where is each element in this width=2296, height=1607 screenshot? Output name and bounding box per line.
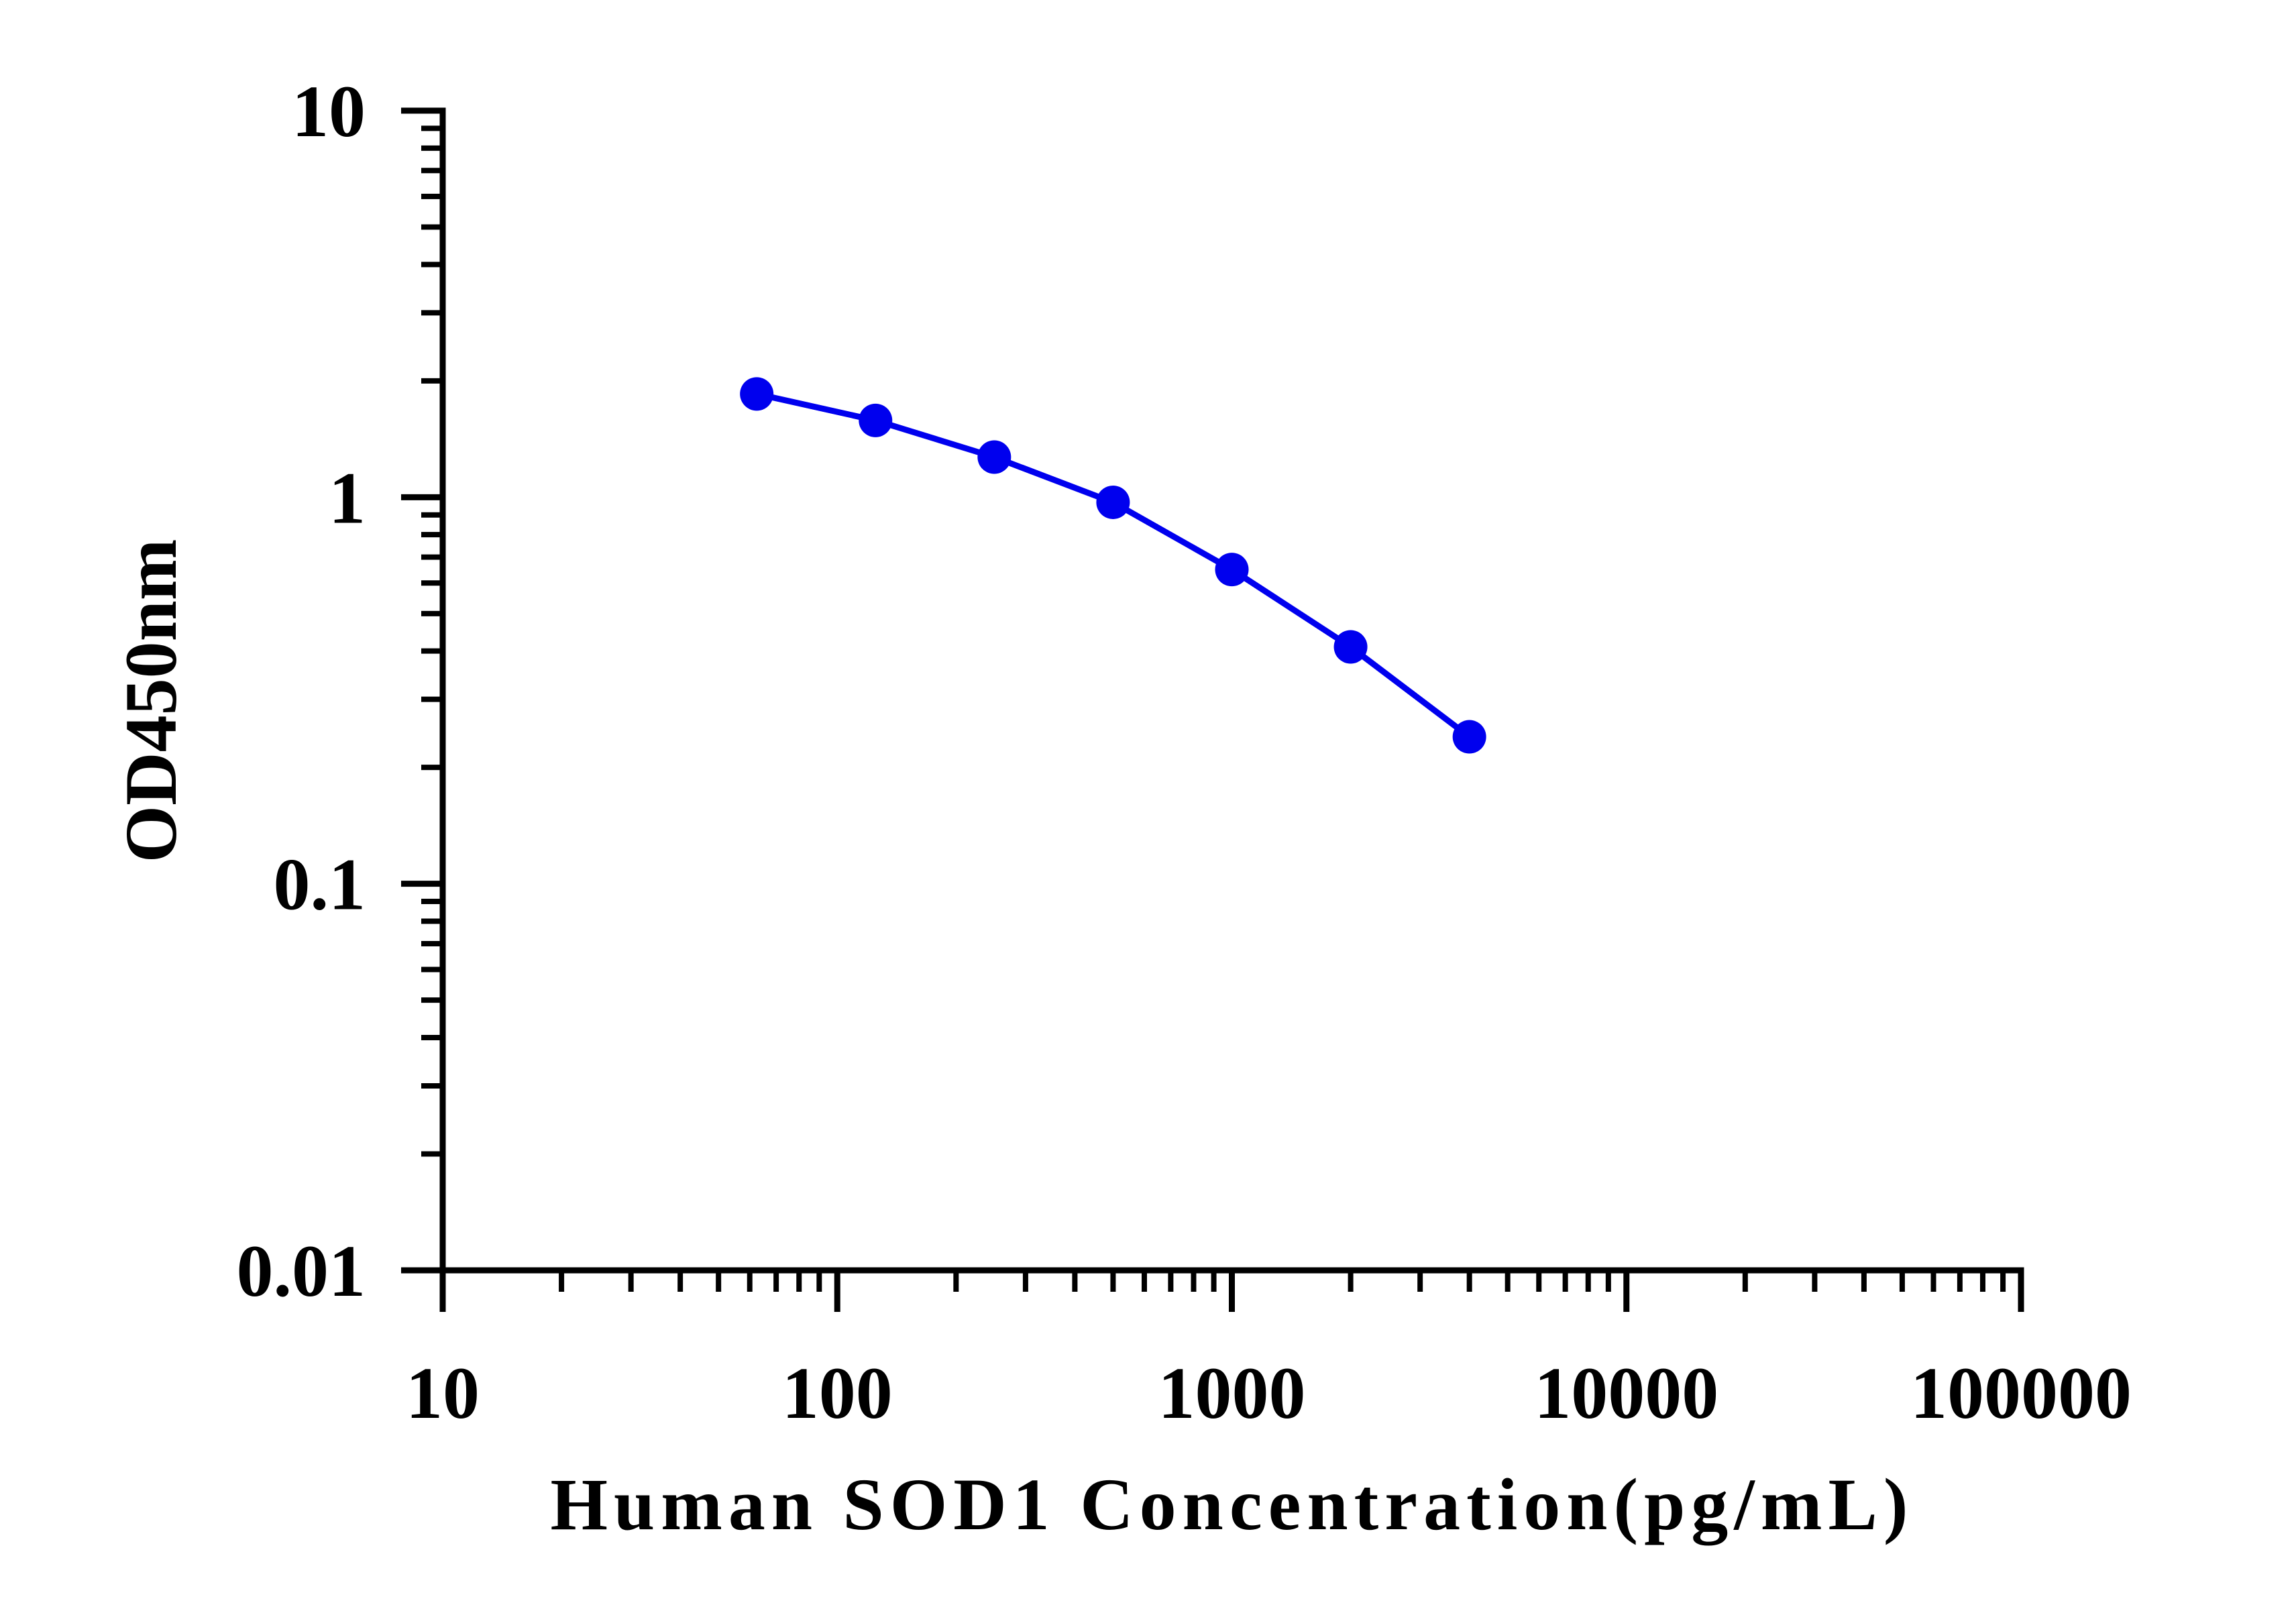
y-tick-label: 0.01 — [237, 1230, 366, 1312]
x-tick-label: 1000 — [1158, 1352, 1306, 1434]
data-point — [859, 403, 893, 437]
data-point — [1452, 720, 1486, 754]
series-line — [756, 390, 1472, 740]
axes — [439, 107, 2024, 1274]
x-tick-label: 10000 — [1534, 1352, 1718, 1434]
x-tick-label: 100000 — [1910, 1352, 2132, 1434]
data-point — [1333, 630, 1368, 664]
x-axis-title: Human SOD1 Concentration(pg/mL) — [551, 1463, 1914, 1545]
y-tick-label: 0.1 — [274, 844, 366, 926]
y-axis-title: OD450nm — [110, 539, 192, 863]
y-tick-label: 1 — [329, 457, 366, 539]
y-tick-label: 10 — [292, 70, 366, 152]
data-point — [740, 377, 774, 411]
ticks: 0.01 0.1 1 10 10 100 1000 10000 100000 — [237, 70, 2132, 1434]
x-tick-label: 10 — [406, 1352, 480, 1434]
data-point — [1215, 553, 1249, 587]
data-point — [1096, 485, 1130, 519]
data-point — [977, 440, 1012, 474]
series — [740, 377, 1486, 754]
x-tick-label: 100 — [782, 1352, 893, 1434]
